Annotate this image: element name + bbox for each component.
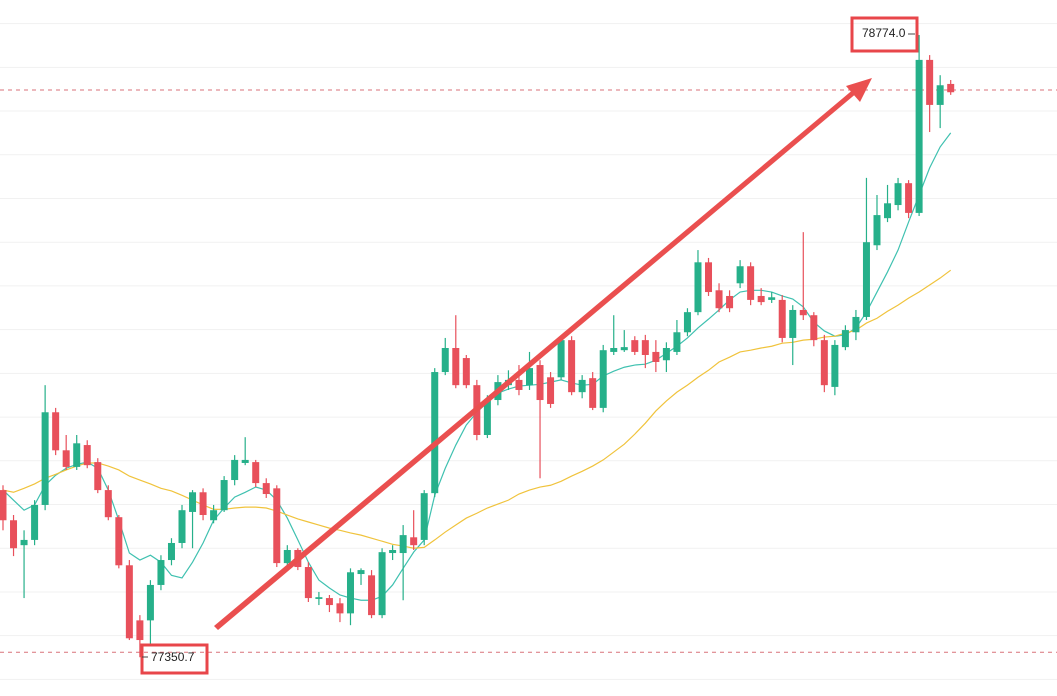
- candle-body: [125, 565, 133, 639]
- candle-body: [926, 59, 934, 105]
- candle-body: [905, 183, 913, 213]
- low-label: 77350.7: [151, 650, 195, 664]
- candle-body: [452, 348, 460, 386]
- candle-body: [94, 462, 102, 491]
- candle-body: [873, 215, 881, 246]
- candle-body: [283, 549, 291, 564]
- candle-body: [757, 295, 765, 303]
- candle-body: [547, 377, 555, 404]
- candle-body: [768, 297, 776, 300]
- candle-body: [620, 347, 628, 351]
- candle-body: [536, 365, 544, 401]
- candle-body: [852, 316, 860, 333]
- candle-body: [599, 350, 607, 408]
- candle-body: [862, 242, 870, 317]
- candle-body: [526, 368, 533, 386]
- candle-body: [799, 309, 807, 316]
- trend-arrow: [214, 78, 872, 630]
- candle-body: [483, 400, 491, 435]
- candle-body: [715, 290, 723, 309]
- candle-body: [41, 412, 49, 505]
- candle-body: [610, 348, 618, 352]
- candle-body: [568, 340, 576, 393]
- candle-body: [189, 492, 197, 512]
- candle-body: [673, 332, 681, 352]
- candle-body: [441, 348, 449, 373]
- candle-body: [220, 480, 228, 511]
- arrow-head: [846, 78, 872, 102]
- candle-body: [947, 83, 955, 93]
- candle-body: [136, 620, 144, 641]
- candle-body: [884, 203, 892, 219]
- candle-body: [683, 312, 691, 333]
- arrow-shaft: [214, 88, 858, 630]
- candle-body: [420, 493, 428, 540]
- candle-body: [304, 567, 312, 599]
- candle-body: [273, 488, 281, 564]
- candle-body: [146, 584, 154, 621]
- candle-body: [210, 510, 218, 521]
- candle-body: [589, 378, 597, 408]
- candle-body: [199, 492, 207, 516]
- candle-body: [736, 266, 744, 284]
- candle-body: [178, 510, 186, 543]
- candle-body: [841, 330, 849, 348]
- candle-body: [631, 340, 639, 352]
- candle-body: [431, 372, 439, 494]
- candle-body: [515, 379, 523, 390]
- candle-body: [262, 483, 270, 495]
- candle-body: [368, 575, 376, 616]
- candle-body: [810, 315, 818, 341]
- candle-body: [641, 340, 649, 355]
- candle-body: [778, 299, 786, 338]
- candle-body: [894, 183, 902, 206]
- candle-body: [167, 542, 175, 561]
- candle-body: [705, 262, 713, 293]
- candle-body: [52, 412, 60, 451]
- candle-body: [747, 266, 755, 300]
- candle-body: [315, 597, 323, 599]
- candle-body: [20, 539, 28, 546]
- candle-body: [62, 450, 70, 467]
- candle-body: [831, 344, 839, 387]
- candle-body: [252, 462, 260, 484]
- high-annotation: 78774.0: [850, 16, 919, 53]
- candle-body: [936, 85, 944, 105]
- candle-body: [652, 351, 660, 362]
- candle-body: [325, 598, 333, 606]
- candle-body: [557, 340, 565, 378]
- candle-body: [157, 560, 165, 585]
- candle-body: [820, 340, 828, 386]
- candle-body: [10, 520, 18, 549]
- high-label: 78774.0: [862, 26, 906, 40]
- candle-body: [0, 490, 7, 521]
- candle-body: [73, 443, 81, 467]
- candle-body: [694, 262, 702, 313]
- candle-body: [662, 348, 670, 361]
- candle-body: [115, 517, 123, 566]
- candle-body: [726, 295, 734, 309]
- candle-body: [357, 570, 365, 575]
- candle-body: [346, 572, 354, 614]
- candle-body: [31, 504, 39, 540]
- candle-body: [578, 379, 586, 393]
- candle-body: [462, 358, 470, 386]
- candle-body: [241, 459, 249, 463]
- candle-body: [915, 59, 923, 213]
- candle-body: [410, 537, 418, 546]
- candle-body: [231, 459, 239, 481]
- candle-body: [399, 535, 407, 554]
- highlight-box: [140, 643, 209, 675]
- candle-body: [378, 552, 386, 616]
- low-annotation: 77350.7: [140, 643, 209, 675]
- reference-lines: [0, 89, 1057, 653]
- highlight-box: [850, 16, 919, 53]
- candle-body: [789, 309, 797, 338]
- candle-body: [336, 603, 344, 614]
- candle-body: [389, 549, 397, 554]
- candle-body: [83, 445, 91, 466]
- candle-body: [104, 490, 112, 518]
